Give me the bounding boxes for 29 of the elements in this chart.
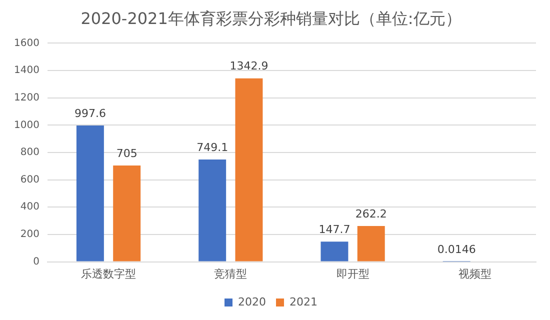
data-label: 0.0146 [437,243,476,256]
data-label: 705 [116,146,138,160]
data-label: 147.7 [318,222,350,236]
bar [76,126,104,262]
y-tick-label: 400 [20,202,40,213]
y-tick-label: 1000 [14,120,40,131]
y-tick-label: 600 [20,174,40,186]
x-tick-label: 即开型 [336,267,370,280]
x-tick-label: 乐透数字型 [81,267,136,280]
data-label: 997.6 [74,106,106,120]
legend-label: 2020 [238,295,266,308]
bar [198,159,226,262]
bar [235,78,263,262]
y-tick-label: 800 [20,147,40,158]
y-tick-label: 200 [20,229,40,240]
bar [113,165,141,262]
y-tick-label: 0 [33,256,40,268]
chart-title: 2020-2021年体育彩票分彩种销量对比（单位:亿元） [80,8,462,28]
x-tick-label: 视频型 [458,267,492,280]
bar [357,226,385,262]
data-label: 262.2 [355,207,387,220]
y-tick-label: 1200 [14,92,40,104]
data-label: 1342.9 [230,60,268,73]
x-tick-label: 竞猜型 [214,267,248,280]
legend-label: 2021 [290,295,318,308]
data-label: 749.1 [196,140,228,154]
y-tick-label: 1400 [14,65,40,76]
bar [320,242,348,262]
y-tick-label: 1600 [14,38,40,49]
